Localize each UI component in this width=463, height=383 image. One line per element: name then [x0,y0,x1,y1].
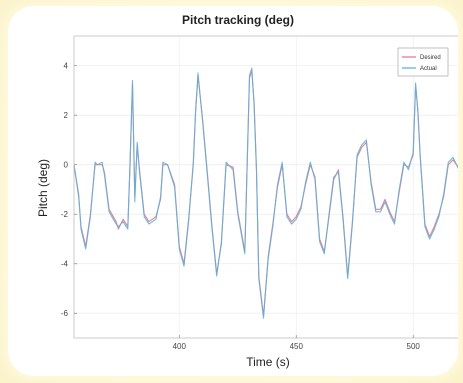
y-tick-label: 2 [64,111,69,120]
y-axis-ticks: -6 -4 -2 0 2 4 [61,62,77,318]
legend: Desired Actual [397,47,449,77]
y-tick-label: -2 [61,210,69,219]
grid-lines [74,36,458,338]
legend-label-actual: Actual [420,66,437,72]
x-tick-label: 450 [290,342,304,351]
y-tick-label: -4 [61,260,69,269]
x-tick-label: 400 [173,342,187,351]
chart-card: Pitch tracking (deg) 400 450 500 -6 -4 -2 0 2 4… [8,6,458,376]
pitch-tracking-chart: Pitch tracking (deg) 400 450 500 -6 -4 -2 0 2 4… [36,13,458,369]
x-axis-ticks: 400 450 500 [173,335,421,351]
x-axis-label: Time (s) [246,355,290,369]
plot-area-border [73,35,458,339]
x-tick-label: 500 [407,342,421,351]
legend-box [397,47,449,77]
y-tick-label: 0 [64,161,69,170]
chart-title: Pitch tracking (deg) [182,13,294,27]
series-lines [73,67,458,319]
legend-label-desired: Desired [420,55,441,61]
y-tick-label: 4 [64,62,69,71]
y-axis-label: Pitch (deg) [36,159,50,217]
y-tick-label: -6 [61,309,69,318]
series-line-actual [73,67,458,319]
